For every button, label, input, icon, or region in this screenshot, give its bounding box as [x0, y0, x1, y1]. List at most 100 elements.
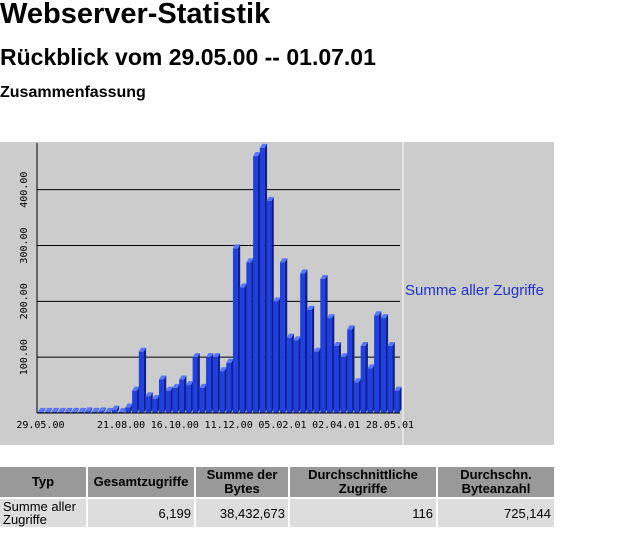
page-subtitle: Rückblick vom 29.05.00 -- 01.07.01: [0, 44, 376, 70]
page-title: Webserver-Statistik: [0, 0, 271, 30]
bar: [206, 357, 211, 413]
header-durchschnittliche-zugriffe: Durchschnittliche Zugriffe: [290, 467, 436, 497]
bar-top: [306, 305, 315, 310]
bar-side: [210, 353, 214, 413]
bar-top: [360, 342, 368, 346]
bar-top: [313, 347, 321, 352]
table-row: Summe aller Zugriffe 6,199 38,432,673 11…: [0, 499, 554, 527]
bar: [44, 411, 50, 413]
bar: [192, 357, 198, 413]
bar: [145, 396, 151, 413]
bar: [394, 390, 400, 413]
bar-side: [365, 342, 368, 413]
bar-top: [71, 407, 79, 412]
bar-top: [232, 244, 241, 249]
bar-top: [118, 407, 126, 412]
bar: [259, 147, 265, 413]
bar-side: [110, 407, 113, 413]
bar-side: [42, 407, 46, 413]
summary-table: Typ Gesamtzugriffe Summe der Bytes Durch…: [0, 465, 556, 529]
bar-top: [159, 375, 167, 380]
bar-top: [293, 336, 301, 341]
bar-top: [125, 403, 133, 408]
bar-side: [96, 407, 100, 413]
bar-top: [253, 152, 261, 157]
bar-top: [91, 407, 100, 412]
bar-side: [385, 314, 389, 413]
bar-side: [177, 383, 180, 413]
bar-side: [305, 269, 308, 413]
bar-top: [353, 378, 362, 383]
bar: [266, 200, 272, 413]
bar: [132, 390, 137, 413]
bar-top: [138, 347, 147, 352]
bar: [98, 411, 104, 413]
bar: [313, 351, 319, 413]
bar-side: [298, 336, 301, 413]
bar-side: [69, 407, 73, 413]
y-tick-label: 200.00: [19, 283, 30, 319]
bar-top: [246, 258, 254, 263]
bar: [38, 411, 43, 413]
bar: [138, 351, 144, 413]
bar-top: [179, 375, 187, 380]
bar-side: [116, 405, 120, 413]
table-header-row: Typ Gesamtzugriffe Summe der Bytes Durch…: [0, 467, 554, 497]
bar: [172, 387, 178, 413]
bar: [327, 318, 332, 413]
bar: [280, 262, 285, 413]
bar: [212, 357, 218, 413]
bar-side: [190, 381, 194, 413]
bar: [51, 411, 57, 413]
bar: [111, 409, 117, 413]
bar-top: [327, 314, 335, 319]
bar-side: [291, 333, 294, 413]
bar: [374, 315, 379, 413]
bar-top: [347, 325, 355, 330]
bar-side: [271, 196, 274, 413]
bar: [232, 248, 238, 413]
bar-side: [237, 244, 241, 413]
bar: [246, 262, 252, 413]
bar-side: [372, 364, 375, 413]
bar-side: [331, 314, 335, 413]
bar: [185, 385, 191, 413]
bar-top: [132, 386, 140, 391]
cell-durchschnittliche-zugriffe: 116: [290, 499, 436, 527]
bar-side: [392, 342, 395, 413]
bar: [239, 287, 245, 413]
bar-top: [145, 392, 153, 397]
bar-side: [338, 342, 342, 413]
bar-side: [231, 358, 234, 413]
bar: [367, 368, 373, 413]
bar-side: [76, 407, 79, 413]
bar-top: [300, 269, 308, 274]
bar-side: [63, 407, 66, 413]
bar-top: [51, 407, 59, 412]
bar-top: [259, 143, 268, 148]
bar: [380, 318, 386, 413]
bar-side: [204, 383, 207, 413]
header-durchschn-byteanzahl: Durchschn. Byteanzahl: [438, 467, 554, 497]
bar: [353, 382, 359, 413]
bar-top: [111, 405, 120, 410]
x-tick-label: 11.12.00: [205, 420, 253, 431]
bar-top: [333, 342, 342, 346]
bar-side: [197, 353, 200, 413]
bar-side: [244, 283, 247, 413]
bar-top: [192, 353, 200, 358]
bar: [306, 309, 312, 413]
bar-top: [64, 407, 73, 412]
bar-top: [226, 358, 234, 363]
y-tick-label: 300.00: [19, 227, 30, 263]
bar-top: [38, 407, 46, 412]
bar-top: [105, 407, 113, 412]
bar-side: [136, 386, 140, 413]
bar-side: [318, 347, 321, 413]
bar: [125, 407, 131, 413]
cell-typ: Summe aller Zugriffe: [0, 499, 86, 527]
bar: [179, 379, 185, 413]
bar: [85, 411, 90, 413]
x-tick-label: 21.08.00: [97, 420, 145, 431]
bar: [199, 387, 205, 413]
